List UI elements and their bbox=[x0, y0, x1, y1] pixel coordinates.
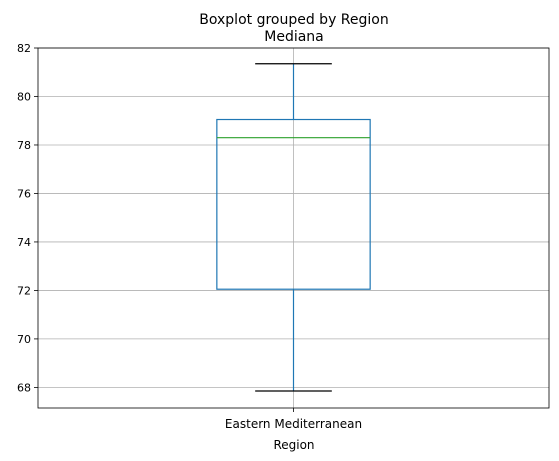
y-tick-label: 70 bbox=[17, 333, 31, 346]
y-tick-label: 82 bbox=[17, 42, 31, 55]
chart-suptitle: Boxplot grouped by Region bbox=[199, 12, 388, 28]
y-tick-label: 80 bbox=[17, 90, 31, 103]
x-axis-ticks: Eastern Mediterranean bbox=[225, 408, 362, 431]
y-tick-label: 74 bbox=[17, 236, 31, 249]
x-axis-label: Region bbox=[273, 438, 314, 452]
y-axis-ticks: 68 70 72 74 76 78 80 82 bbox=[17, 42, 38, 394]
iqr-box bbox=[216, 118, 371, 290]
grid-lines bbox=[38, 47, 549, 408]
y-tick-label: 68 bbox=[17, 381, 31, 394]
y-tick-label: 78 bbox=[17, 139, 31, 152]
chart-title: Mediana bbox=[264, 29, 324, 45]
y-tick-label: 72 bbox=[17, 284, 31, 297]
box-series bbox=[216, 63, 371, 392]
y-tick-label: 76 bbox=[17, 187, 31, 200]
x-tick-label: Eastern Mediterranean bbox=[225, 417, 362, 431]
